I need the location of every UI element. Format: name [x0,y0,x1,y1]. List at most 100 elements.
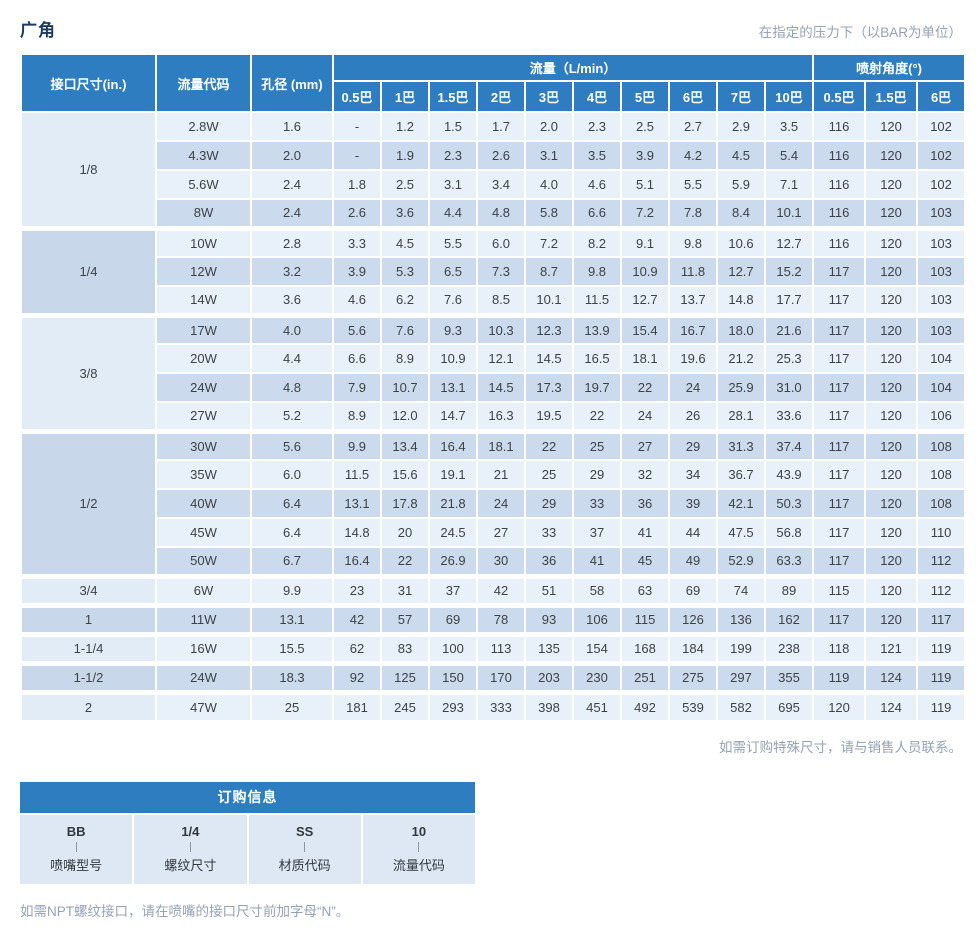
flow-value-cell: 4.6 [332,285,382,316]
connector-line [304,842,306,852]
ordering-info-table: 订购信息 BB 喷嘴型号 1/4 螺纹尺寸 SS 材质代码 10 流量代码 [20,782,475,884]
flow-value-cell: 125 [380,660,430,693]
flow-value-cell: 136 [716,602,766,635]
orifice-cell: 25 [250,689,334,722]
table-row: 3/4 6W 9.9 23 31 37 42 51 58 63 69 74 89 115 120 112 [20,573,967,606]
flow-value-cell: 19.1 [428,459,478,490]
flow-value-cell: 4.2 [668,140,718,171]
flow-value-cell: 115 [620,602,670,635]
flow-value-cell: 92 [332,660,382,693]
table-row: 20W 4.4 6.6 8.9 10.9 12.1 14.5 16.5 18.1 19.6 21.2… [21,343,967,374]
size-cell: 1/4 [20,225,157,316]
connector-line [418,842,420,852]
orifice-cell: 4.8 [250,372,334,403]
flow-value-cell: 42 [332,602,382,635]
flow-value-cell: 6.5 [428,256,478,287]
orifice-cell: 5.6 [250,428,334,461]
orifice-cell: 5.2 [250,401,334,432]
orifice-cell: 4.4 [250,343,334,374]
size-cell: 1-1/4 [20,631,157,664]
flow-value-cell: 10.6 [716,225,766,258]
flow-value-cell: 14.5 [524,343,574,374]
flow-value-cell: 36 [620,488,670,519]
flow-value-cell: 58 [572,573,622,606]
angle-value-cell: 119 [916,631,967,664]
ordering-item-value: BB [66,824,86,839]
angle-value-cell: 104 [916,372,967,403]
flow-value-cell: 32 [620,459,670,490]
angle-value-cell: 120 [864,546,919,577]
flow-value-cell: 9.9 [332,428,382,461]
flow-value-cell: 57 [380,602,430,635]
flow-value-cell: 126 [668,602,718,635]
flow-value-cell: 25.9 [716,372,766,403]
flow-value-cell: 19.5 [524,401,574,432]
angle-value-cell: 102 [916,111,967,142]
flow-value-cell: 29 [572,459,622,490]
table-row: 14W 3.6 4.6 6.2 7.6 8.5 10.1 11.5 12.7 13.7 14.8 17… [21,285,967,316]
table-row: 1 11W 13.1 42 57 69 78 93 106 115 126 136 162 117 120 1… [20,602,967,635]
flow-value-cell: 15.2 [763,256,815,287]
flow-value-cell: 9.8 [572,256,622,287]
flow-value-cell: 8.4 [716,198,766,229]
ordering-info-title: 订购信息 [20,782,475,813]
flow-value-cell: 29 [524,488,574,519]
angle-value-cell: 120 [864,428,919,461]
flow-value-cell: 9.3 [428,312,478,345]
size-cell: 1/2 [20,428,157,577]
angle-value-cell: 118 [812,631,867,664]
flow-value-cell: 492 [620,689,670,722]
angle-value-cell: 103 [916,198,967,229]
flow-value-cell: 23 [332,573,382,606]
flow-value-cell: 24.5 [428,517,478,548]
flow-value-cell: 8.7 [524,256,574,287]
col-group-angle: 喷射角度(°) [812,53,967,82]
flow-value-cell: 1.9 [380,140,430,171]
angle-value-cell: 120 [864,111,919,142]
flow-value-cell: 168 [620,631,670,664]
flow-rate-table: 接口尺寸(in.) 流量代码 孔径 (mm) 流量（L/min） 喷射角度(°) 0.5巴… [20,53,967,722]
flow-value-cell: 4.0 [524,169,574,200]
col-header-flow-pressure: 2巴 [476,80,526,113]
table-row: 1/8 2.8W 1.6-1.2 1.5 1.7 2.0 2.3 2.5 2.7 2.9 3.5 11… [20,111,967,229]
angle-value-cell: 120 [864,169,919,200]
flow-value-cell: 4.5 [716,140,766,171]
connector-line [75,842,77,852]
flow-value-cell: 203 [524,660,574,693]
flow-code-cell: 4.3W [155,140,252,171]
flow-value-cell: 230 [572,660,622,693]
flow-code-cell: 24W [155,660,252,693]
flow-code-cell: 24W [155,372,252,403]
flow-value-cell: 10.9 [620,256,670,287]
flow-value-cell: 41 [620,517,670,548]
flow-value-cell: 3.4 [476,169,526,200]
flow-value-cell: 45 [620,546,670,577]
flow-value-cell: 162 [763,602,815,635]
flow-value-cell: 3.5 [763,111,815,142]
flow-value-cell: 293 [428,689,478,722]
flow-value-cell: 11.8 [668,256,718,287]
flow-value-cell: 56.8 [763,517,815,548]
flow-value-cell: 13.4 [380,428,430,461]
flow-value-cell: 16.3 [476,401,526,432]
angle-value-cell: 120 [812,689,867,722]
orifice-cell: 6.4 [250,517,334,548]
flow-value-cell: 5.5 [668,169,718,200]
flow-value-cell: 26.9 [428,546,478,577]
flow-value-cell: 18.0 [716,312,766,345]
flow-value-cell: 2.7 [668,111,718,142]
ordering-item-label: 材质代码 [278,858,331,873]
angle-value-cell: 108 [916,459,967,490]
flow-value-cell: 582 [716,689,766,722]
flow-value-cell: 16.5 [572,343,622,374]
flow-code-cell: 20W [155,343,252,374]
flow-value-cell: 37.4 [763,428,815,461]
flow-code-cell: 30W [155,428,252,461]
flow-value-cell: 355 [763,660,815,693]
flow-value-cell: 15.4 [620,312,670,345]
size-cell: 3/8 [20,312,157,432]
flow-value-cell: 34 [668,459,718,490]
flow-value-cell: 14.7 [428,401,478,432]
orifice-cell: 1.6 [250,111,334,142]
flow-value-cell: 5.9 [716,169,766,200]
